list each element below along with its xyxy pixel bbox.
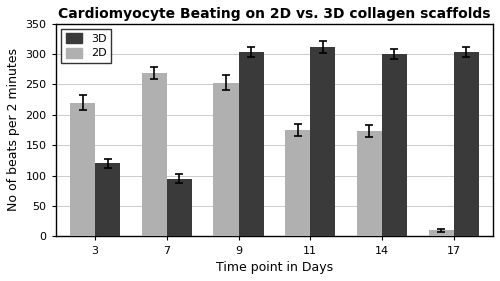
X-axis label: Time point in Days: Time point in Days <box>216 261 333 274</box>
Bar <box>357 131 382 237</box>
Y-axis label: No of beats per 2 minutes: No of beats per 2 minutes <box>7 49 20 212</box>
Bar <box>70 103 95 237</box>
Bar <box>454 52 478 237</box>
Bar <box>142 73 167 237</box>
Title: Cardiomyocyte Beating on 2D vs. 3D collagen scaffolds: Cardiomyocyte Beating on 2D vs. 3D colla… <box>58 7 490 21</box>
Bar <box>95 164 120 237</box>
Bar <box>310 47 336 237</box>
Bar <box>382 54 407 237</box>
Bar <box>285 130 310 237</box>
Bar <box>167 179 192 237</box>
Bar <box>214 83 238 237</box>
Legend: 3D, 2D: 3D, 2D <box>61 29 112 63</box>
Bar <box>238 52 264 237</box>
Bar <box>428 230 454 237</box>
